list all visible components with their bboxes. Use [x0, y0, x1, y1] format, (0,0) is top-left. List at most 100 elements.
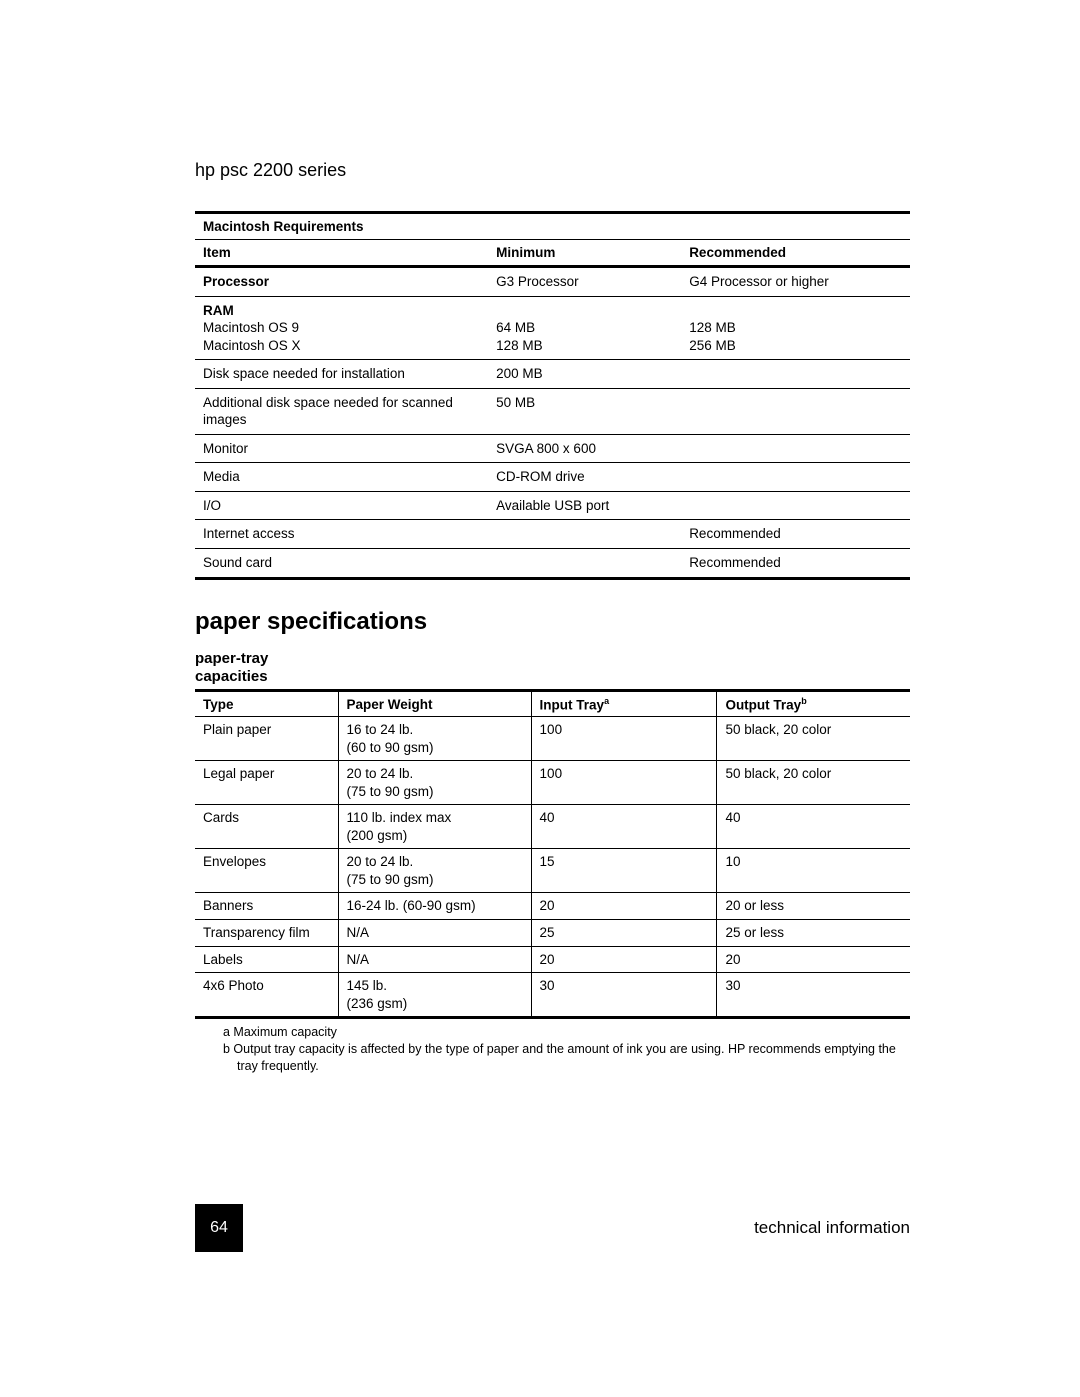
empty-cell: [488, 213, 681, 240]
ram-label: RAM: [203, 303, 234, 318]
page-footer: 64 technical information: [195, 1204, 910, 1252]
cell-output: 25 or less: [717, 919, 910, 946]
cell-rec: Recommended: [681, 520, 910, 549]
cell-min: SVGA 800 x 600: [488, 434, 681, 463]
output-label: Output Tray: [725, 697, 801, 712]
table-row: Envelopes 20 to 24 lb.(75 to 90 gsm) 15 …: [195, 849, 910, 893]
table-row: Transparency film N/A 25 25 or less: [195, 919, 910, 946]
input-sup: a: [604, 696, 609, 706]
cell-type: Legal paper: [195, 761, 338, 805]
cell-rec: [681, 360, 910, 389]
input-label: Input Tray: [540, 697, 605, 712]
footnote-b: b Output tray capacity is affected by th…: [223, 1041, 910, 1075]
cell-input: 100: [531, 717, 717, 761]
cell-input: 15: [531, 849, 717, 893]
cell-label: I/O: [195, 491, 488, 520]
sub-line1: paper-tray: [195, 650, 268, 667]
cell-label: Monitor: [195, 434, 488, 463]
w2: (75 to 90 gsm): [347, 872, 434, 887]
cell-weight: 110 lb. index max (200 gsm): [338, 805, 531, 849]
cell-weight: 20 to 24 lb. (75 to 90 gsm): [338, 849, 531, 893]
col-weight: Paper Weight: [338, 690, 531, 717]
w1: 20 to 24 lb.: [347, 854, 414, 869]
cell-rec: [681, 434, 910, 463]
ram-os9: Macintosh OS 9: [203, 320, 299, 335]
cell-min: [488, 549, 681, 579]
cell-output: 50 black, 20 color: [717, 761, 910, 805]
cell-output: 20: [717, 946, 910, 973]
cell-label: Additional disk space needed for scanned…: [195, 388, 488, 434]
cell-input: 25: [531, 919, 717, 946]
w1: 110 lb. index max: [347, 810, 452, 825]
footer-text: technical information: [754, 1218, 910, 1238]
table-row: RAM Macintosh OS 9 Macintosh OS X 64 MB …: [195, 296, 910, 360]
cell-rec: 128 MB 256 MB: [681, 296, 910, 360]
cell-output: 40: [717, 805, 910, 849]
col-output: Output Trayb: [717, 690, 910, 717]
table-row: Additional disk space needed for scanned…: [195, 388, 910, 434]
w1: 16 to 24 lb.: [347, 722, 414, 737]
cell-rec: G4 Processor or higher: [681, 267, 910, 297]
table-row: Internet access Recommended: [195, 520, 910, 549]
cell-label: Processor: [195, 267, 488, 297]
cell-label: RAM Macintosh OS 9 Macintosh OS X: [195, 296, 488, 360]
cell-type: Labels: [195, 946, 338, 973]
cell-label: Internet access: [195, 520, 488, 549]
cell-type: Plain paper: [195, 717, 338, 761]
page-number: 64: [195, 1204, 243, 1252]
cell-min: CD-ROM drive: [488, 463, 681, 492]
empty-cell: [681, 213, 910, 240]
w2: (200 gsm): [347, 828, 408, 843]
cell-rec: Recommended: [681, 549, 910, 579]
cell-type: Banners: [195, 893, 338, 920]
cell-input: 40: [531, 805, 717, 849]
ram-osx-min: 128 MB: [496, 338, 543, 353]
cell-label: Media: [195, 463, 488, 492]
page-header: hp psc 2200 series: [195, 160, 910, 181]
col-item: Item: [195, 240, 488, 267]
output-sup: b: [801, 696, 807, 706]
cell-label: Sound card: [195, 549, 488, 579]
cell-min: G3 Processor: [488, 267, 681, 297]
table-row: Processor G3 Processor G4 Processor or h…: [195, 267, 910, 297]
cell-weight: 145 lb.(236 gsm): [338, 973, 531, 1018]
subsection-heading: paper-tray capacities: [195, 650, 910, 686]
col-minimum: Minimum: [488, 240, 681, 267]
cell-type: 4x6 Photo: [195, 973, 338, 1018]
cell-rec: [681, 388, 910, 434]
macintosh-requirements-table: Macintosh Requirements Item Minimum Reco…: [195, 211, 910, 580]
cell-input: 100: [531, 761, 717, 805]
ram-osx: Macintosh OS X: [203, 338, 301, 353]
table-title: Macintosh Requirements: [195, 213, 488, 240]
cell-output: 30: [717, 973, 910, 1018]
ram-osx-rec: 256 MB: [689, 338, 736, 353]
table-row: Legal paper 20 to 24 lb. (75 to 90 gsm) 1…: [195, 761, 910, 805]
table-row: Banners 16-24 lb. (60-90 gsm) 20 20 or l…: [195, 893, 910, 920]
w1: 145 lb.: [347, 978, 388, 993]
table-row: Plain paper 16 to 24 lb.(60 to 90 gsm) 1…: [195, 717, 910, 761]
table-row: I/O Available USB port: [195, 491, 910, 520]
cell-min: [488, 520, 681, 549]
w2: (75 to 90 gsm): [347, 784, 434, 799]
cell-weight: 20 to 24 lb. (75 to 90 gsm): [338, 761, 531, 805]
table-row: Labels N/A 20 20: [195, 946, 910, 973]
section-heading: paper specifications: [195, 608, 910, 636]
cell-min: 64 MB 128 MB: [488, 296, 681, 360]
cell-type: Envelopes: [195, 849, 338, 893]
w1: 20 to 24 lb.: [347, 766, 414, 781]
cell-weight: N/A: [338, 946, 531, 973]
cell-min: 50 MB: [488, 388, 681, 434]
cell-type: Cards: [195, 805, 338, 849]
cell-output: 50 black, 20 color: [717, 717, 910, 761]
paper-tray-table: Type Paper Weight Input Traya Output Tra…: [195, 689, 910, 1020]
sub-line2: capacities: [195, 668, 268, 685]
table-row: Disk space needed for installation 200 M…: [195, 360, 910, 389]
cell-output: 10: [717, 849, 910, 893]
cell-weight: N/A: [338, 919, 531, 946]
col-type: Type: [195, 690, 338, 717]
table-row: Monitor SVGA 800 x 600: [195, 434, 910, 463]
footnote-a: a Maximum capacity: [223, 1024, 910, 1041]
ram-os9-min: 64 MB: [496, 320, 535, 335]
table-row: Media CD-ROM drive: [195, 463, 910, 492]
cell-weight: 16 to 24 lb.(60 to 90 gsm): [338, 717, 531, 761]
